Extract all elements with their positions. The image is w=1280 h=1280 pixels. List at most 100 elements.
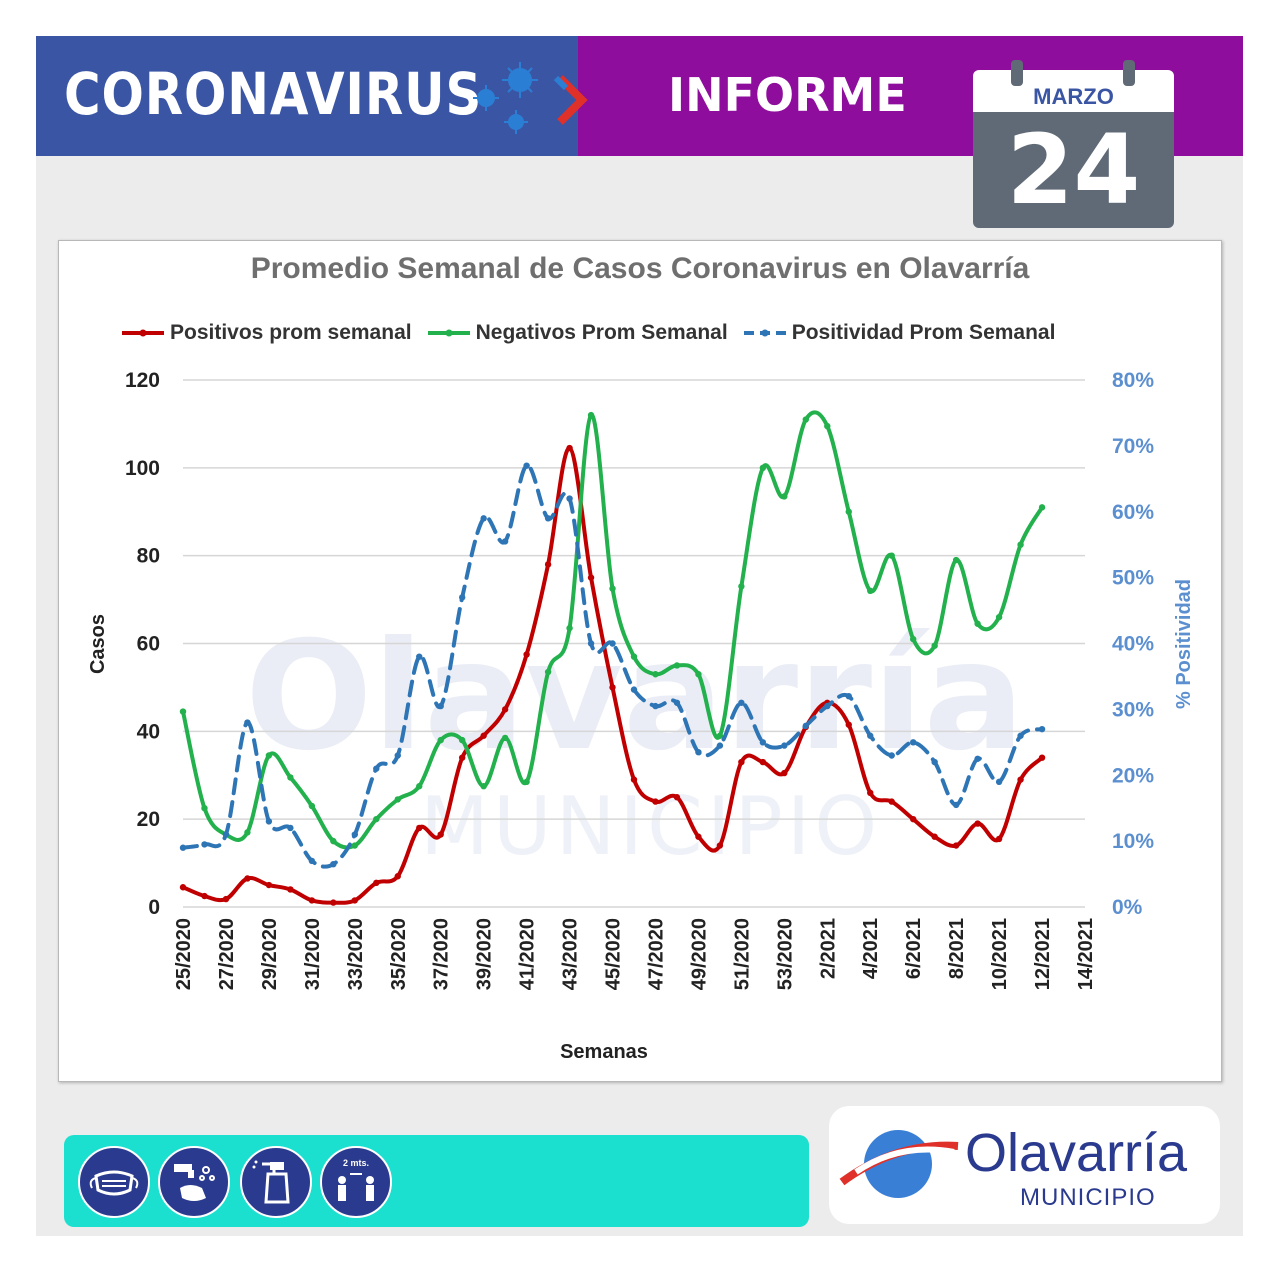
series-point-1 bbox=[265, 752, 273, 759]
series-point-0 bbox=[244, 875, 251, 882]
series-point-0 bbox=[265, 881, 273, 889]
series-point-1 bbox=[1038, 504, 1046, 511]
series-point-1 bbox=[330, 837, 337, 845]
series-line-1 bbox=[181, 410, 1045, 850]
series-point-1 bbox=[802, 416, 810, 423]
x-tick-label: 33/2020 bbox=[345, 918, 367, 990]
series-point-1 bbox=[308, 802, 316, 810]
series-point-0 bbox=[652, 798, 659, 805]
y-tick-label: 0 bbox=[148, 896, 160, 919]
series-point-1 bbox=[1017, 541, 1024, 548]
series-point-2 bbox=[845, 693, 852, 700]
x-tick-label: 14/2021 bbox=[1075, 918, 1097, 990]
calendar-ring-right bbox=[1123, 60, 1135, 86]
series-point-0 bbox=[222, 895, 230, 903]
series-point-2 bbox=[373, 765, 380, 772]
series-point-2 bbox=[781, 742, 788, 749]
series-point-2 bbox=[308, 857, 316, 865]
series-point-1 bbox=[609, 585, 616, 592]
y2-axis-label: % Positividad bbox=[1173, 579, 1195, 709]
series-point-2 bbox=[759, 739, 767, 746]
calendar-bottom bbox=[973, 112, 1174, 228]
series-point-1 bbox=[888, 552, 895, 559]
series-point-0 bbox=[501, 706, 509, 713]
series-point-2 bbox=[244, 719, 251, 726]
handwash-icon bbox=[158, 1146, 230, 1218]
series-point-2 bbox=[630, 686, 638, 693]
x-tick-label: 27/2020 bbox=[216, 918, 238, 990]
series-point-0 bbox=[630, 776, 638, 783]
series-point-1 bbox=[501, 734, 509, 742]
legend-swatch-negativos bbox=[427, 329, 470, 337]
y-tick-label: 80 bbox=[137, 545, 160, 568]
series-point-0 bbox=[373, 879, 380, 887]
series-point-0 bbox=[394, 873, 401, 880]
series-point-1 bbox=[781, 493, 788, 500]
series-point-0 bbox=[1017, 776, 1024, 783]
series-point-1 bbox=[630, 653, 638, 660]
x-tick-label: 29/2020 bbox=[259, 918, 281, 990]
calendar-ring-left bbox=[1011, 60, 1023, 86]
series-point-1 bbox=[544, 668, 552, 676]
series-point-1 bbox=[909, 635, 917, 643]
series-point-0 bbox=[330, 899, 337, 906]
series-point-2 bbox=[931, 758, 938, 766]
series-point-0 bbox=[308, 897, 316, 904]
watermark-sub: MUNICIPIO bbox=[420, 780, 882, 873]
x-tick-label: 43/2020 bbox=[560, 918, 582, 990]
series-point-1 bbox=[673, 662, 681, 669]
header-title-informe: INFORME bbox=[668, 68, 907, 122]
series-point-0 bbox=[888, 798, 895, 805]
x-tick-label: 35/2020 bbox=[388, 918, 410, 990]
series-point-2 bbox=[888, 752, 895, 759]
series-point-0 bbox=[1038, 754, 1046, 761]
series-point-2 bbox=[802, 722, 810, 730]
legend-item-positividad: Positividad Prom Semanal bbox=[742, 321, 1056, 345]
chart-legend: Positivos prom semanal Negativos Prom Se… bbox=[120, 318, 1055, 348]
series-point-1 bbox=[244, 829, 251, 836]
series-point-0 bbox=[458, 754, 466, 761]
legend-label-positividad: Positividad Prom Semanal bbox=[791, 321, 1056, 344]
series-point-1 bbox=[394, 796, 401, 803]
series-point-2 bbox=[1038, 725, 1046, 733]
series-point-2 bbox=[867, 732, 874, 739]
series-point-2 bbox=[179, 844, 187, 851]
legend-swatch-positivos bbox=[122, 329, 164, 337]
series-point-0 bbox=[867, 789, 874, 797]
series-point-0 bbox=[695, 833, 702, 840]
series-point-2 bbox=[974, 755, 981, 762]
y2-tick-label: 30% bbox=[1112, 698, 1154, 721]
series-point-1 bbox=[416, 783, 423, 790]
series-point-0 bbox=[716, 842, 724, 849]
x-tick-label: 12/2021 bbox=[1032, 918, 1054, 990]
x-tick-label: 51/2020 bbox=[731, 918, 753, 990]
mask-icon bbox=[78, 1146, 150, 1218]
series-point-1 bbox=[458, 736, 466, 744]
legend-label-positivos: Positivos prom semanal bbox=[170, 321, 412, 344]
series-point-2 bbox=[544, 515, 552, 522]
series-point-2 bbox=[566, 495, 573, 502]
series-point-1 bbox=[716, 732, 724, 739]
x-tick-label: 25/2020 bbox=[173, 918, 195, 990]
legend-swatch-positividad bbox=[743, 329, 786, 337]
series-point-0 bbox=[287, 886, 294, 893]
y2-tick-label: 80% bbox=[1112, 369, 1154, 392]
series-point-0 bbox=[974, 820, 981, 827]
series-point-0 bbox=[201, 892, 208, 900]
series-point-1 bbox=[652, 671, 659, 678]
municipio-logo-sub: MUNICIPIO bbox=[1020, 1184, 1156, 1211]
y-tick-label: 20 bbox=[137, 808, 160, 831]
legend-item-positivos: Positivos prom semanal bbox=[120, 321, 412, 345]
series-point-0 bbox=[738, 758, 745, 766]
series-point-2 bbox=[480, 515, 487, 522]
series-point-0 bbox=[952, 842, 960, 849]
y2-tick-label: 20% bbox=[1112, 764, 1154, 787]
series-point-2 bbox=[437, 702, 444, 710]
x-tick-label: 4/2021 bbox=[860, 918, 882, 979]
series-point-0 bbox=[759, 758, 767, 766]
header-title-coronavirus: CORONAVIRUS bbox=[64, 60, 483, 128]
series-line-0 bbox=[181, 446, 1045, 905]
series-point-2 bbox=[716, 742, 724, 749]
series-point-2 bbox=[330, 860, 337, 868]
series-point-2 bbox=[287, 824, 294, 832]
